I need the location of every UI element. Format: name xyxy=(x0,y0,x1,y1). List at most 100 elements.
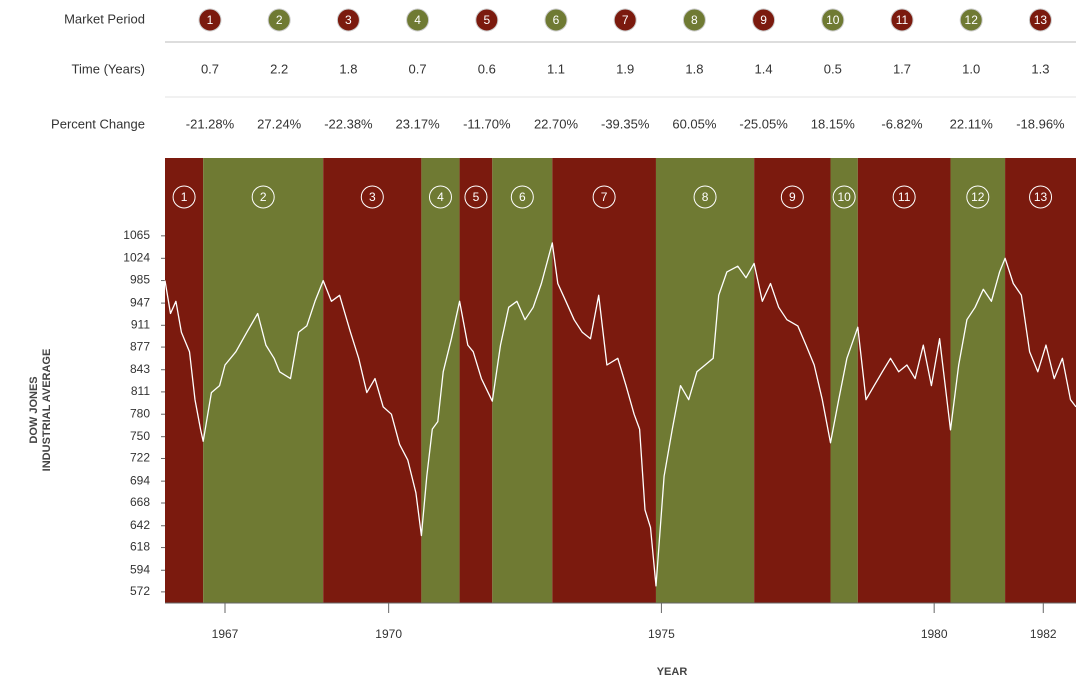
period-number: 12 xyxy=(965,13,979,27)
percent-change: -21.28% xyxy=(186,116,235,131)
duration: 1.7 xyxy=(893,61,911,76)
period-band xyxy=(492,158,553,603)
duration: 0.7 xyxy=(409,61,427,76)
period-number: 9 xyxy=(760,13,767,27)
band-number: 7 xyxy=(601,190,608,204)
band-number: 4 xyxy=(437,190,444,204)
band-number: 12 xyxy=(971,190,985,204)
duration: 0.7 xyxy=(201,61,219,76)
row-label: Percent Change xyxy=(51,116,145,131)
period-badge xyxy=(959,8,983,32)
dow-line xyxy=(164,242,1076,587)
period-number: 10 xyxy=(826,13,840,27)
period-number: 13 xyxy=(1034,13,1048,27)
duration: 2.2 xyxy=(270,61,288,76)
x-tick-label: 1982 xyxy=(1030,627,1057,641)
percent-change: -22.38% xyxy=(324,116,373,131)
y-tick-label: 877 xyxy=(130,339,150,353)
period-number: 5 xyxy=(483,13,490,27)
period-band xyxy=(754,158,831,603)
y-tick-label: 843 xyxy=(130,362,150,376)
percent-change: 23.17% xyxy=(396,116,441,131)
band-badge xyxy=(464,185,488,209)
percent-change: 18.15% xyxy=(811,116,856,131)
band-number: 3 xyxy=(369,190,376,204)
period-band xyxy=(421,158,460,603)
x-axis-label: YEAR xyxy=(657,666,688,678)
y-axis-label: INDUSTRIAL AVERAGE xyxy=(41,349,53,472)
duration: 1.0 xyxy=(962,61,980,76)
band-badge xyxy=(693,185,717,209)
duration: 1.3 xyxy=(1031,61,1049,76)
band-number: 8 xyxy=(702,190,709,204)
band-number: 6 xyxy=(519,190,526,204)
period-band xyxy=(552,158,656,603)
band-badge xyxy=(1029,185,1053,209)
y-tick-label: 722 xyxy=(130,451,150,465)
y-tick-label: 780 xyxy=(130,406,150,420)
period-number: 2 xyxy=(276,13,283,27)
percent-change: -25.05% xyxy=(739,116,788,131)
period-number: 4 xyxy=(414,13,421,27)
band-badge xyxy=(510,185,534,209)
y-tick-label: 694 xyxy=(130,473,150,487)
period-badge xyxy=(475,8,499,32)
y-tick-label: 642 xyxy=(130,518,150,532)
band-badge xyxy=(966,185,990,209)
band-badge xyxy=(592,185,616,209)
period-band xyxy=(459,158,493,603)
y-tick-label: 618 xyxy=(130,540,150,554)
band-number: 2 xyxy=(260,190,267,204)
period-badge xyxy=(406,8,430,32)
period-number: 6 xyxy=(553,13,560,27)
duration: 1.1 xyxy=(547,61,565,76)
percent-change: 22.11% xyxy=(950,116,994,131)
band-number: 10 xyxy=(837,190,851,204)
period-badge xyxy=(544,8,568,32)
band-number: 5 xyxy=(473,190,480,204)
y-tick-label: 1065 xyxy=(123,228,150,242)
period-band xyxy=(950,158,1006,603)
period-number: 8 xyxy=(691,13,698,27)
y-tick-label: 668 xyxy=(130,495,150,509)
percent-change: -18.96% xyxy=(1016,116,1065,131)
y-tick-label: 811 xyxy=(131,384,150,398)
duration: 1.9 xyxy=(616,61,634,76)
band-badge xyxy=(892,185,916,209)
y-tick-label: 750 xyxy=(130,429,150,443)
period-badge xyxy=(682,8,706,32)
period-badge xyxy=(198,8,222,32)
band-number: 9 xyxy=(789,190,796,204)
period-badge xyxy=(752,8,776,32)
duration: 1.4 xyxy=(755,61,773,76)
percent-change: 27.24% xyxy=(257,116,302,131)
band-badge xyxy=(251,185,275,209)
duration: 1.8 xyxy=(685,61,703,76)
period-badge xyxy=(890,8,914,32)
y-tick-label: 594 xyxy=(130,562,150,576)
period-number: 7 xyxy=(622,13,629,27)
y-tick-label: 1024 xyxy=(123,250,150,264)
band-badge xyxy=(832,185,856,209)
period-badge xyxy=(336,8,360,32)
period-number: 1 xyxy=(207,13,214,27)
percent-change: 60.05% xyxy=(672,116,717,131)
period-number: 3 xyxy=(345,13,352,27)
period-badge xyxy=(821,8,845,32)
period-band xyxy=(203,158,324,603)
period-badge xyxy=(613,8,637,32)
y-axis-label: DOW JONES xyxy=(28,376,40,443)
period-band xyxy=(857,158,951,603)
band-badge xyxy=(360,185,384,209)
duration: 0.5 xyxy=(824,61,842,76)
x-tick-label: 1970 xyxy=(375,627,402,641)
x-tick-label: 1980 xyxy=(921,627,948,641)
percent-change: -11.70% xyxy=(463,116,511,131)
y-tick-label: 985 xyxy=(130,273,150,287)
period-band xyxy=(1005,158,1076,603)
period-band xyxy=(323,158,422,603)
band-number: 11 xyxy=(898,190,911,204)
x-tick-label: 1967 xyxy=(212,627,239,641)
band-number: 13 xyxy=(1034,190,1048,204)
